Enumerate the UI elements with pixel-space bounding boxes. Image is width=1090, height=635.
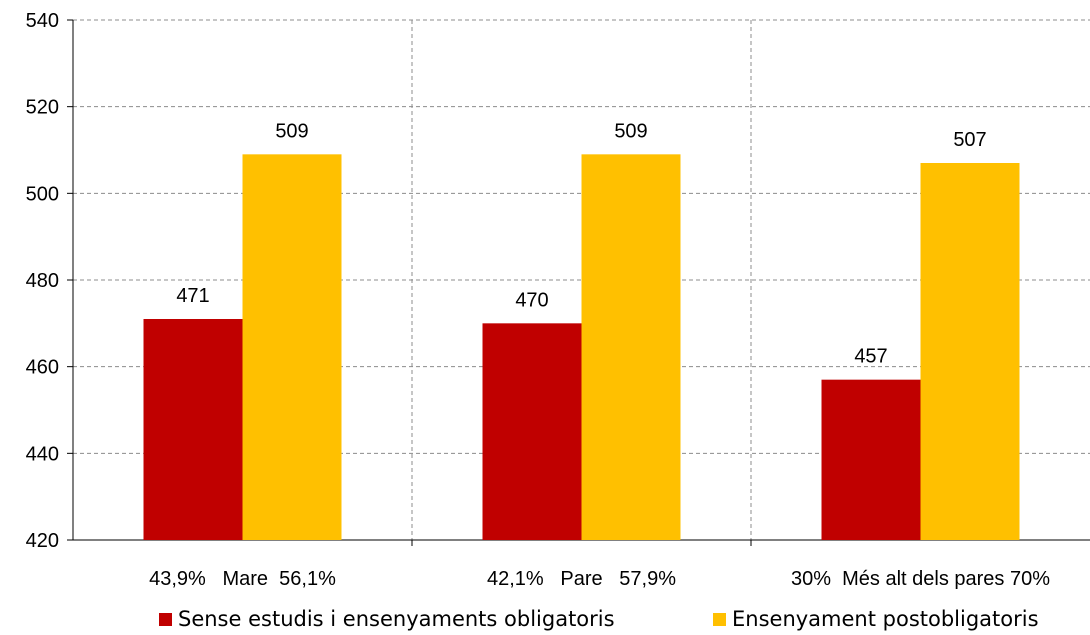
y-tick-labels: 420 440 460 480 500 520 540 [26, 10, 59, 552]
category-labels: 43,9% Mare 56,1% 42,1% Pare 57,9% 30% Més … [149, 568, 1050, 590]
data-label: 457 [854, 346, 887, 368]
legend: Sense estudis i ensenyaments obligatoris… [159, 607, 1039, 631]
bar [242, 154, 342, 541]
bar [581, 154, 681, 541]
y-tick-label: 440 [26, 443, 59, 465]
data-labels: 471 509 470 509 457 507 [176, 120, 986, 367]
bar [920, 163, 1020, 540]
category-label: 43,9% Mare 56,1% [149, 568, 336, 590]
category-label: 42,1% Pare 57,9% [487, 568, 676, 590]
legend-swatch [159, 613, 172, 626]
data-label: 507 [953, 129, 986, 151]
data-label: 471 [176, 285, 209, 307]
legend-swatch [713, 613, 726, 626]
y-tick-label: 460 [26, 357, 59, 379]
category-label: 30% Més alt dels pares 70% [791, 568, 1050, 590]
y-tick-label: 480 [26, 270, 59, 292]
data-label: 470 [515, 289, 548, 311]
y-tick-label: 420 [26, 530, 59, 552]
bar [821, 379, 921, 540]
bar [143, 319, 243, 540]
legend-label: Sense estudis i ensenyaments obligatoris [178, 607, 615, 631]
data-label: 509 [275, 120, 308, 142]
y-tick-label: 500 [26, 183, 59, 205]
bar [482, 323, 582, 540]
y-tick-label: 540 [26, 10, 59, 32]
data-label: 509 [614, 120, 647, 142]
legend-label: Ensenyament postobligatoris [732, 607, 1039, 631]
y-tick-label: 520 [26, 97, 59, 119]
bars [143, 154, 1020, 541]
